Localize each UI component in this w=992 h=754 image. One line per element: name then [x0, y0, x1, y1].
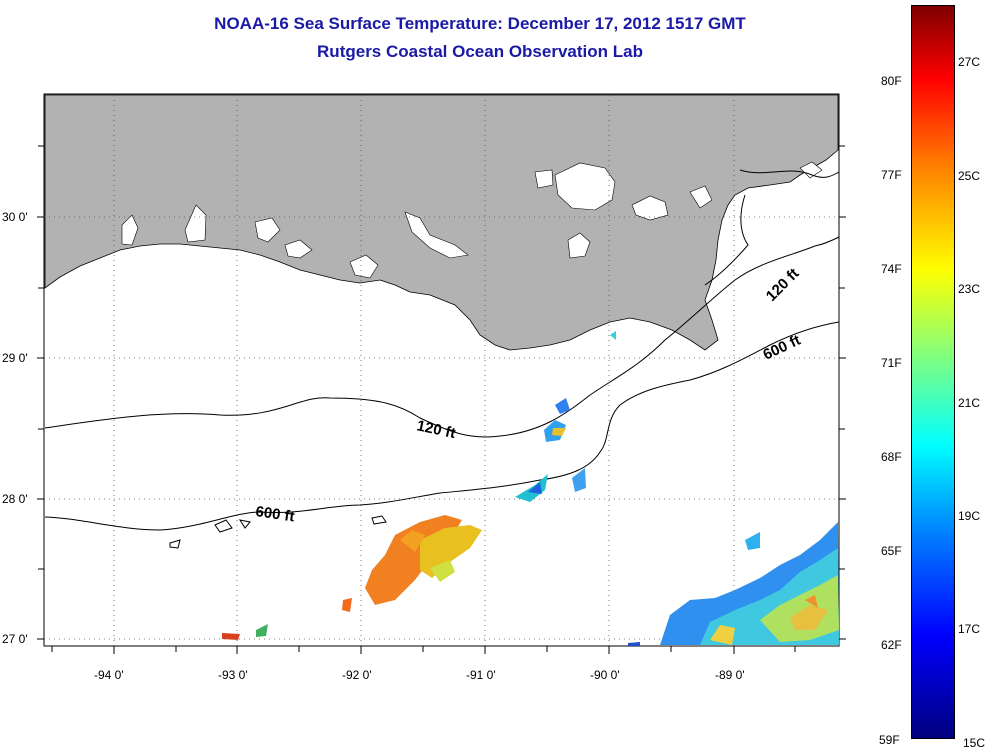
isobath-lines	[44, 169, 840, 549]
lon-label-91: -91 0'	[466, 668, 496, 682]
tick-marks	[37, 145, 846, 654]
lat-label-29: 29 0'	[2, 351, 28, 365]
cb-c-25: 25C	[958, 169, 981, 183]
land-mass	[44, 94, 839, 351]
lat-label-27: 27 0'	[2, 632, 28, 646]
lon-label-92: -92 0'	[342, 668, 372, 682]
cb-c-21: 21C	[958, 396, 981, 410]
lat-label-28: 28 0'	[2, 492, 28, 506]
isobath-600ft-line	[44, 321, 840, 531]
lakes	[121, 161, 823, 279]
sst-data-patches	[222, 331, 839, 646]
lon-label-93: -93 0'	[218, 668, 248, 682]
lon-label-89: -89 0'	[715, 668, 745, 682]
cb-c-27: 27C	[958, 55, 981, 69]
temperature-colorbar	[911, 5, 955, 739]
cb-f-65: 65F	[881, 544, 902, 558]
isobath-120ft-line	[44, 236, 840, 438]
graticule	[44, 95, 839, 646]
cb-c-17: 17C	[958, 622, 981, 636]
cb-c-19: 19C	[958, 509, 981, 523]
cb-c-15: 15C	[963, 736, 986, 750]
cb-f-71: 71F	[881, 356, 902, 370]
cb-f-59: 59F	[879, 733, 900, 747]
lat-label-30: 30 0'	[2, 210, 28, 224]
title-line-2: Rutgers Coastal Ocean Observation Lab	[317, 42, 643, 61]
cb-f-80: 80F	[881, 74, 902, 88]
cb-c-23: 23C	[958, 282, 981, 296]
lon-label-90: -90 0'	[590, 668, 620, 682]
cb-f-62: 62F	[881, 638, 902, 652]
lon-label-94: -94 0'	[94, 668, 124, 682]
cb-f-77: 77F	[881, 168, 902, 182]
cb-f-68: 68F	[881, 450, 902, 464]
cb-f-74: 74F	[881, 262, 902, 276]
isobath-label-600ft: 600 ft	[254, 503, 295, 525]
title-line-1: NOAA-16 Sea Surface Temperature: Decembe…	[214, 14, 746, 33]
